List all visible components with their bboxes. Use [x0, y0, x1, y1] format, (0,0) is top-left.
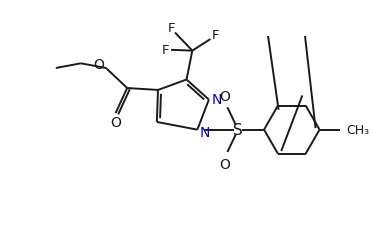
Text: N: N [211, 92, 222, 106]
Text: O: O [219, 89, 230, 103]
Text: F: F [161, 44, 169, 57]
Text: N: N [200, 125, 210, 139]
Text: O: O [94, 58, 105, 72]
Text: O: O [110, 115, 121, 129]
Text: O: O [219, 157, 230, 171]
Text: S: S [233, 123, 243, 137]
Text: CH₃: CH₃ [347, 124, 370, 137]
Text: F: F [212, 28, 219, 41]
Text: F: F [167, 22, 175, 35]
